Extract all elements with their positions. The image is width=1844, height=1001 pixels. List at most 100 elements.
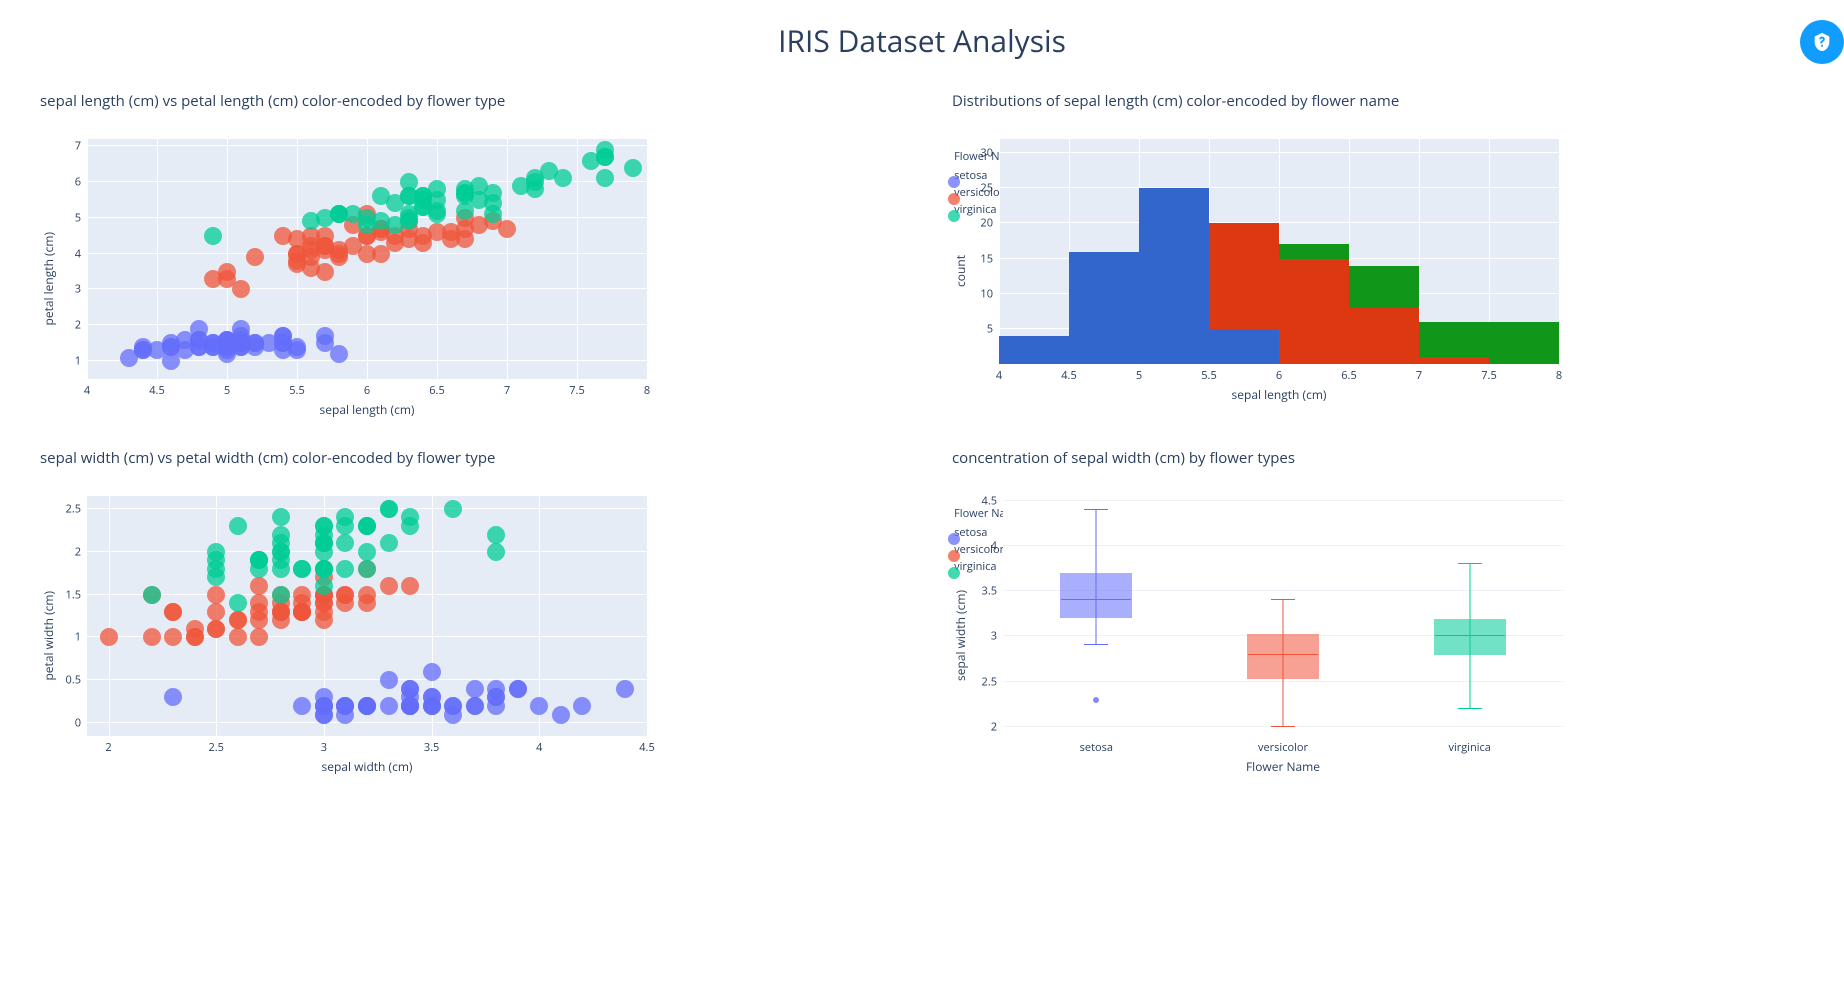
hist-bar-versicolor[interactable] <box>1349 308 1419 364</box>
scatter-point-setosa[interactable] <box>401 697 419 715</box>
scatter-point-setosa[interactable] <box>218 338 236 356</box>
scatter-point-versicolor[interactable] <box>316 241 334 259</box>
scatter-point-setosa[interactable] <box>380 671 398 689</box>
scatter-point-setosa[interactable] <box>423 688 441 706</box>
scatter-plot-area[interactable]: 22.533.544.500.511.522.5 <box>87 496 647 736</box>
scatter-point-setosa[interactable] <box>134 341 152 359</box>
help-fab[interactable] <box>1800 20 1844 64</box>
scatter-point-setosa[interactable] <box>316 327 334 345</box>
scatter-point-virginica[interactable] <box>400 209 418 227</box>
scatter-point-setosa[interactable] <box>162 338 180 356</box>
scatter-point-versicolor[interactable] <box>358 586 376 604</box>
scatter-point-virginica[interactable] <box>302 212 320 230</box>
scatter-point-versicolor[interactable] <box>386 234 404 252</box>
scatter-point-versicolor[interactable] <box>232 280 250 298</box>
scatter-point-virginica[interactable] <box>229 594 247 612</box>
scatter-point-setosa[interactable] <box>487 680 505 698</box>
scatter-point-versicolor[interactable] <box>246 248 264 266</box>
scatter-point-virginica[interactable] <box>272 526 290 544</box>
scatter-point-virginica[interactable] <box>487 543 505 561</box>
scatter-point-virginica[interactable] <box>336 534 354 552</box>
hist-bar-versicolor[interactable] <box>1279 259 1349 364</box>
scatter-point-virginica[interactable] <box>272 508 290 526</box>
scatter-point-virginica[interactable] <box>380 500 398 518</box>
scatter-point-versicolor[interactable] <box>207 620 225 638</box>
scatter-point-setosa[interactable] <box>336 697 354 715</box>
scatter-point-virginica[interactable] <box>229 517 247 535</box>
scatter-point-virginica[interactable] <box>526 180 544 198</box>
scatter-point-virginica[interactable] <box>596 169 614 187</box>
hist-bar-setosa[interactable] <box>999 336 1069 364</box>
hist-bar-setosa[interactable] <box>1069 252 1139 365</box>
scatter-point-virginica[interactable] <box>358 517 376 535</box>
hist-bar-setosa[interactable] <box>1209 329 1279 364</box>
scatter-point-setosa[interactable] <box>190 338 208 356</box>
scatter-point-virginica[interactable] <box>484 205 502 223</box>
scatter-point-virginica[interactable] <box>315 577 333 595</box>
scatter-point-versicolor[interactable] <box>164 603 182 621</box>
scatter-point-versicolor[interactable] <box>250 628 268 646</box>
scatter-point-virginica[interactable] <box>444 500 462 518</box>
scatter-point-setosa[interactable] <box>509 680 527 698</box>
scatter-point-versicolor[interactable] <box>186 628 204 646</box>
boxplot-plot-area[interactable]: 22.533.544.5setosaversicolorvirginica <box>1003 496 1563 736</box>
scatter-point-versicolor[interactable] <box>293 586 311 604</box>
scatter-point-virginica[interactable] <box>250 551 268 569</box>
scatter-point-versicolor[interactable] <box>272 603 290 621</box>
scatter-point-virginica[interactable] <box>315 560 333 578</box>
scatter-point-versicolor[interactable] <box>315 611 333 629</box>
scatter-point-setosa[interactable] <box>552 706 570 724</box>
scatter-point-virginica[interactable] <box>596 148 614 166</box>
scatter-point-setosa[interactable] <box>315 688 333 706</box>
scatter-plot-area[interactable]: 44.555.566.577.581234567 <box>87 139 647 379</box>
hist-bar-virginica[interactable] <box>1489 322 1559 364</box>
scatter-point-virginica[interactable] <box>336 560 354 578</box>
scatter-point-virginica[interactable] <box>456 202 474 220</box>
scatter-point-virginica[interactable] <box>336 517 354 535</box>
scatter-point-versicolor[interactable] <box>207 586 225 604</box>
scatter-point-virginica[interactable] <box>272 586 290 604</box>
scatter-point-setosa[interactable] <box>444 706 462 724</box>
scatter-point-virginica[interactable] <box>344 205 362 223</box>
scatter-point-versicolor[interactable] <box>315 594 333 612</box>
scatter-point-versicolor[interactable] <box>250 603 268 621</box>
scatter-point-setosa[interactable] <box>573 697 591 715</box>
scatter-point-versicolor[interactable] <box>207 603 225 621</box>
scatter-point-setosa[interactable] <box>466 697 484 715</box>
scatter-point-virginica[interactable] <box>315 517 333 535</box>
scatter-point-versicolor[interactable] <box>229 628 247 646</box>
scatter-point-virginica[interactable] <box>315 543 333 561</box>
scatter-point-setosa[interactable] <box>164 688 182 706</box>
scatter-point-virginica[interactable] <box>204 227 222 245</box>
scatter-point-virginica[interactable] <box>624 159 642 177</box>
hist-bar-setosa[interactable] <box>1139 188 1209 364</box>
scatter-point-versicolor[interactable] <box>401 577 419 595</box>
scatter-point-versicolor[interactable] <box>456 220 474 238</box>
scatter-point-setosa[interactable] <box>380 697 398 715</box>
scatter-point-versicolor[interactable] <box>143 628 161 646</box>
scatter-point-virginica[interactable] <box>401 517 419 535</box>
scatter-point-virginica[interactable] <box>428 202 446 220</box>
scatter-point-virginica[interactable] <box>143 586 161 604</box>
scatter-point-virginica[interactable] <box>554 169 572 187</box>
scatter-point-virginica[interactable] <box>293 560 311 578</box>
scatter-point-virginica[interactable] <box>386 194 404 212</box>
scatter-point-setosa[interactable] <box>358 697 376 715</box>
scatter-point-setosa[interactable] <box>487 697 505 715</box>
scatter-point-versicolor[interactable] <box>336 586 354 604</box>
scatter-point-setosa[interactable] <box>466 680 484 698</box>
scatter-point-versicolor[interactable] <box>380 577 398 595</box>
scatter-point-setosa[interactable] <box>288 341 306 359</box>
scatter-point-virginica[interactable] <box>487 526 505 544</box>
scatter-point-virginica[interactable] <box>207 551 225 569</box>
hist-bar-versicolor[interactable] <box>1419 357 1489 364</box>
scatter-point-setosa[interactable] <box>293 697 311 715</box>
scatter-point-virginica[interactable] <box>380 534 398 552</box>
scatter-point-versicolor[interactable] <box>100 628 118 646</box>
scatter-point-virginica[interactable] <box>456 184 474 202</box>
scatter-point-versicolor[interactable] <box>316 263 334 281</box>
histogram-plot-area[interactable]: 44.555.566.577.5851015202530 <box>999 139 1559 364</box>
scatter-point-virginica[interactable] <box>272 551 290 569</box>
scatter-point-versicolor[interactable] <box>229 611 247 629</box>
scatter-point-setosa[interactable] <box>530 697 548 715</box>
